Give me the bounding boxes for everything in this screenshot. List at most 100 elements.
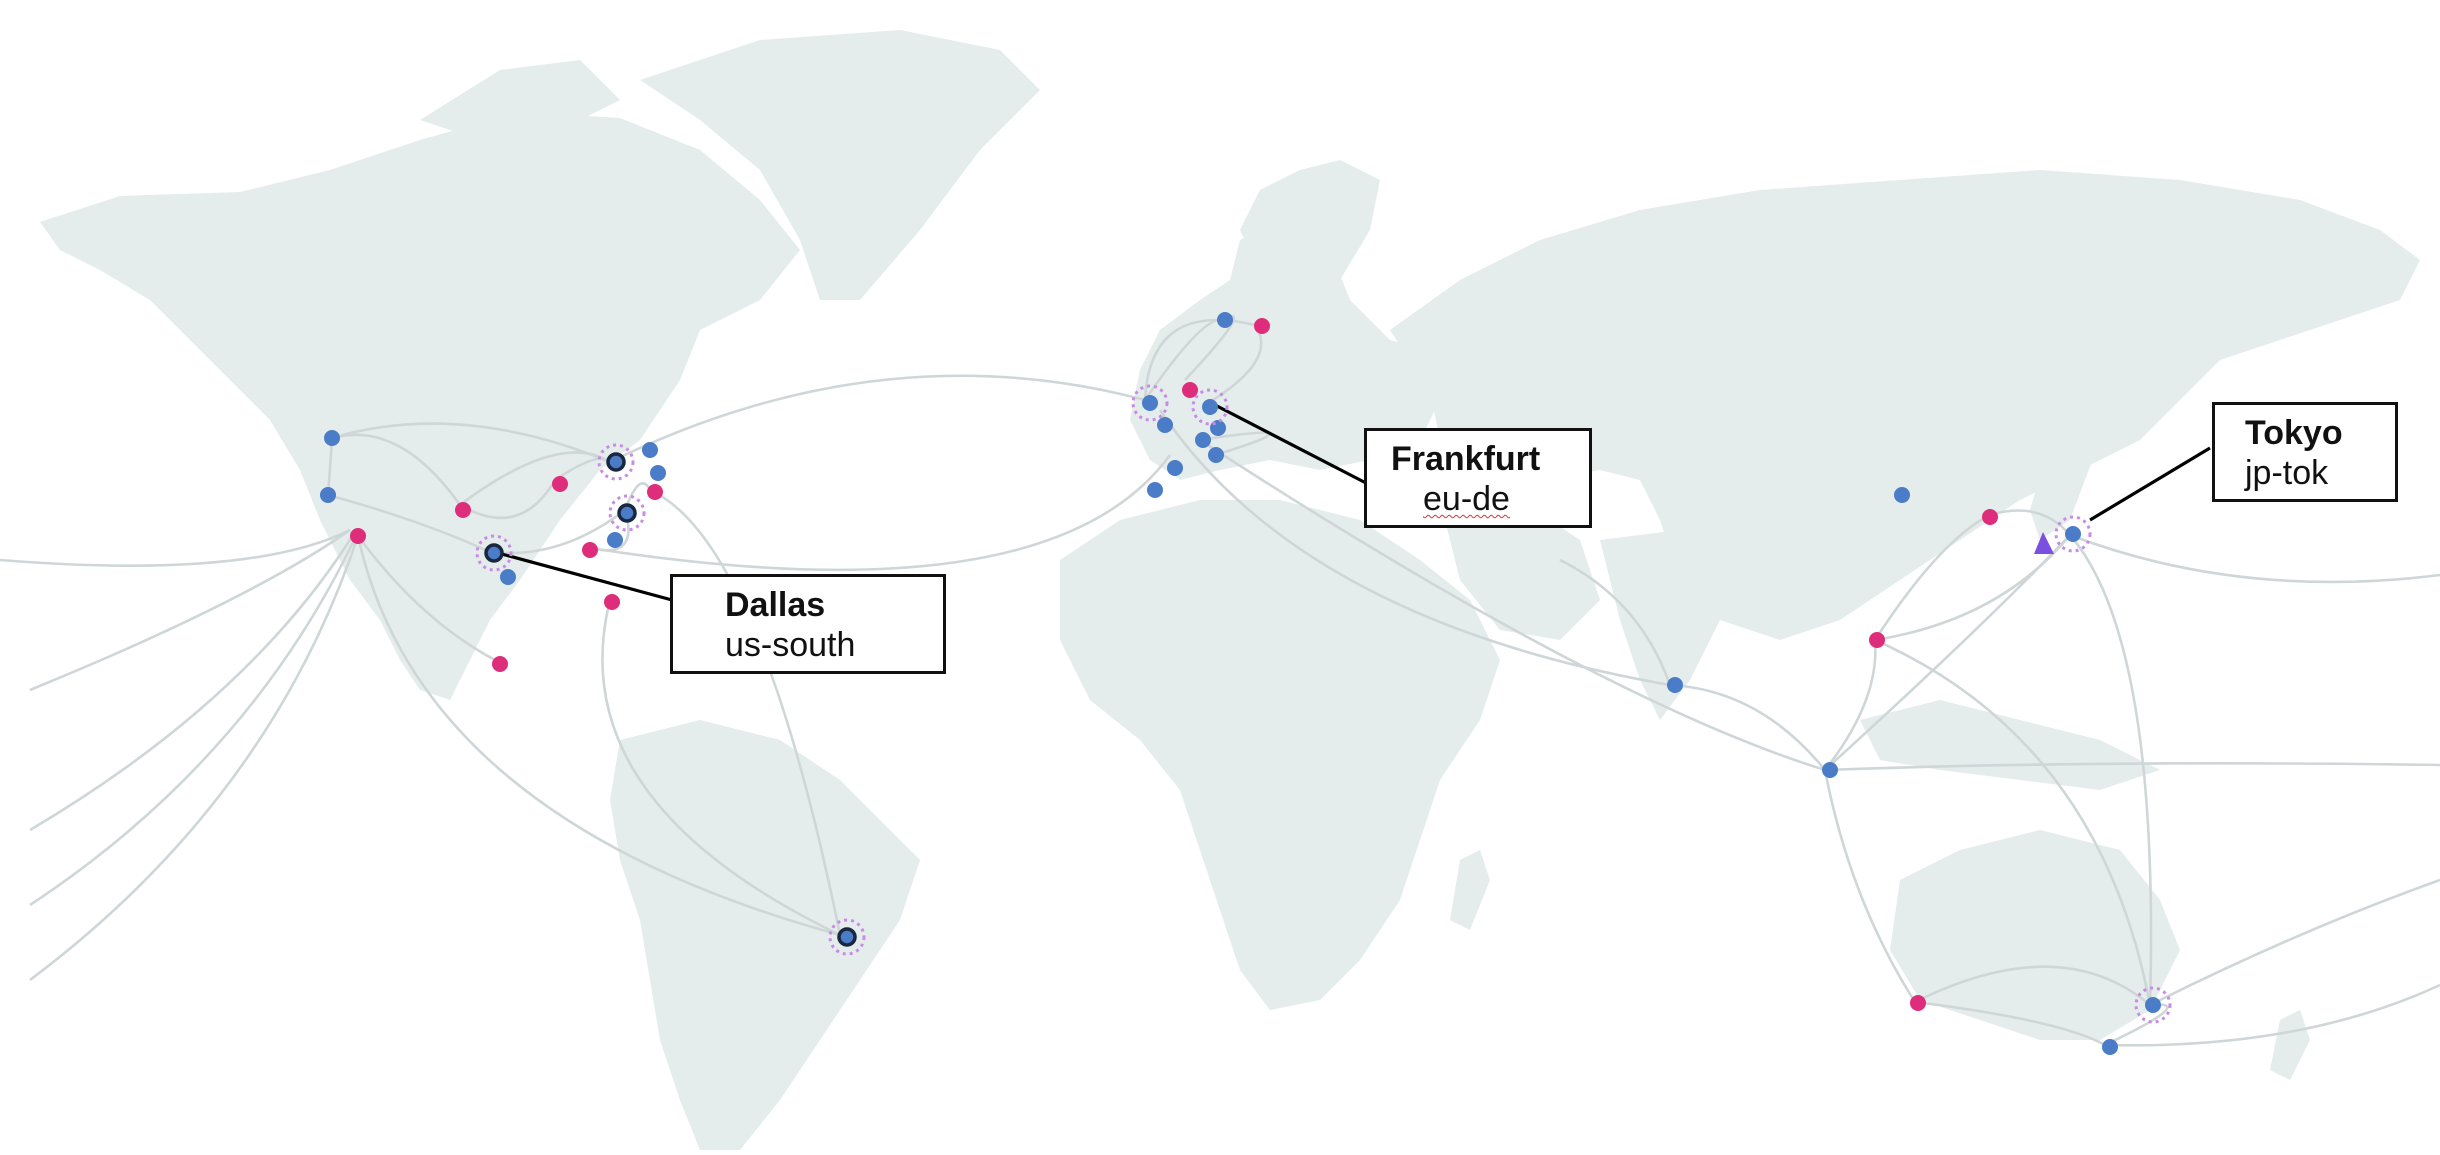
route [1199, 438, 1826, 772]
callout-city-name: Frankfurt [1391, 440, 1541, 478]
pop-marker [1982, 509, 1998, 525]
madagascar-landmass [1450, 850, 1490, 930]
pop-marker [1147, 482, 1163, 498]
pop-marker [607, 532, 623, 548]
pop-marker [1157, 417, 1173, 433]
tokyo-leader-line [2089, 446, 2211, 522]
region-hub-marker [597, 443, 635, 481]
pop-marker [2102, 1039, 2118, 1055]
route [29, 531, 357, 832]
region-halo [608, 494, 646, 532]
region-hub-dot [1202, 399, 1218, 415]
region-hub-marker [2134, 986, 2172, 1024]
pop-marker [320, 487, 336, 503]
pop-marker [1869, 632, 1885, 648]
region-hub-dot [2145, 997, 2161, 1013]
route [1914, 965, 2151, 1006]
pop-marker [1217, 312, 1233, 328]
route [29, 533, 359, 907]
pop-marker [552, 476, 568, 492]
pop-marker [647, 484, 663, 500]
route [29, 528, 351, 692]
region-halo [2054, 515, 2092, 553]
route [1158, 409, 1671, 687]
route [1823, 639, 1877, 771]
africa-landmass [1060, 500, 1500, 1010]
pop-markers [320, 312, 2172, 1055]
callout-leaders [497, 403, 2211, 602]
route [1914, 1000, 2106, 1047]
region-halo [1131, 384, 1169, 422]
dallas-callout: Dallas us-south [670, 574, 946, 674]
pop-marker [1195, 432, 1211, 448]
route [1669, 683, 1827, 771]
region-hub-marker [475, 534, 513, 572]
route [356, 535, 496, 662]
arctic-islands-landmass [420, 60, 620, 140]
japan-landmass [2030, 370, 2120, 540]
region-hub-marker [1131, 384, 1169, 422]
callout-region-code: us-south [725, 626, 856, 664]
route [459, 451, 611, 507]
route [489, 508, 626, 555]
route [0, 528, 351, 567]
callout-region-code: jp-tok [2245, 454, 2329, 492]
scandinavia-landmass [1240, 160, 1380, 280]
region-halo [2134, 986, 2172, 1024]
pop-marker [1894, 487, 1910, 503]
region-hub-marker [608, 494, 646, 532]
route [327, 493, 491, 554]
greenland-landmass [640, 30, 1040, 300]
region-hub-dot [2065, 526, 2081, 542]
pop-marker [350, 528, 366, 544]
land-masses [40, 30, 2420, 1150]
route [2069, 533, 2440, 584]
pop-marker [455, 502, 471, 518]
pop-marker [642, 442, 658, 458]
pop-marker [1822, 762, 1838, 778]
route [2069, 534, 2153, 1006]
route [589, 454, 1172, 572]
route [1989, 509, 2071, 536]
pop-marker [650, 465, 666, 481]
pop-marker [1167, 460, 1183, 476]
asia-landmass [1390, 170, 2420, 640]
triangle-marker-icon [2034, 532, 2054, 554]
route [601, 599, 841, 937]
region-hub-marker [828, 918, 866, 956]
region-halo [597, 443, 635, 481]
region-hub-marker [2054, 515, 2092, 553]
india-landmass [1600, 530, 1740, 720]
pop-marker [500, 569, 516, 585]
route [459, 479, 557, 520]
pop-marker [1182, 382, 1198, 398]
callout-region-code: eu-de [1423, 480, 1510, 518]
pop-marker [492, 656, 508, 672]
region-hub-dot [837, 927, 857, 947]
route [331, 433, 462, 506]
callout-city-name: Dallas [725, 586, 826, 624]
region-hub-dot [617, 503, 637, 523]
network-routes [0, 314, 2440, 1047]
route [356, 535, 841, 937]
route [331, 422, 611, 464]
region-hub-dot [1142, 395, 1158, 411]
frankfurt-callout: Frankfurt eu-de [1364, 428, 1592, 528]
region-halo [828, 918, 866, 956]
pop-marker [1910, 995, 1926, 1011]
region-hub-marker [1191, 388, 1229, 426]
callout-city-name: Tokyo [2245, 414, 2343, 452]
europe-landmass [1130, 220, 1440, 480]
region-halo [475, 534, 513, 572]
south-america-landmass [610, 720, 920, 1150]
australia-landmass [1890, 830, 2180, 1040]
dallas-leader-line [497, 551, 673, 602]
pop-marker [582, 542, 598, 558]
route [1823, 769, 1917, 1003]
pop-marker [324, 430, 340, 446]
pop-marker [1667, 677, 1683, 693]
route [1874, 638, 2152, 1006]
route [2104, 983, 2440, 1047]
